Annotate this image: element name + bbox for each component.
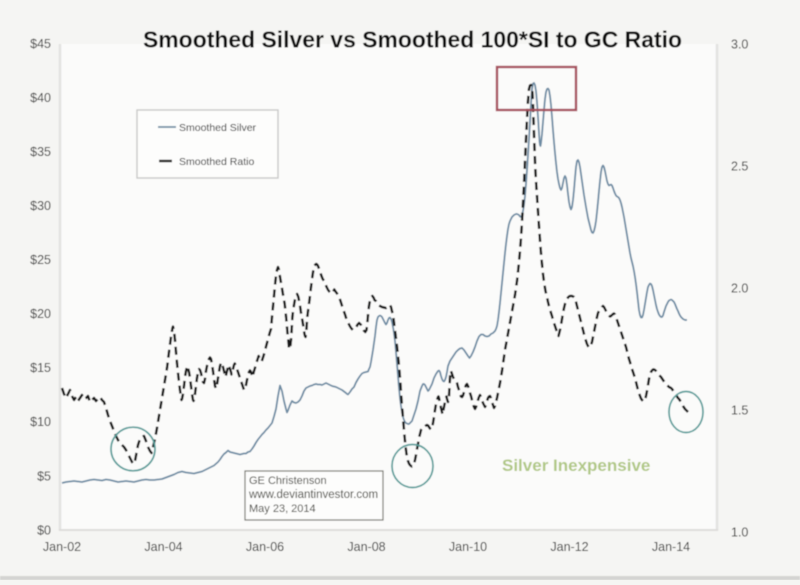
svg-text:2.5: 2.5	[731, 159, 748, 173]
svg-text:$0: $0	[37, 523, 51, 537]
svg-text:May 23, 2014: May 23, 2014	[249, 503, 316, 515]
svg-text:2.0: 2.0	[731, 281, 748, 295]
svg-text:Jan-08: Jan-08	[347, 540, 385, 554]
svg-text:Jan-04: Jan-04	[144, 540, 182, 554]
svg-text:1.0: 1.0	[731, 525, 748, 539]
svg-text:Smoothed Silver: Smoothed Silver	[179, 122, 257, 134]
svg-text:www.deviantinvestor.com: www.deviantinvestor.com	[248, 489, 378, 501]
svg-text:3.0: 3.0	[731, 37, 748, 51]
svg-text:Smoothed Ratio: Smoothed Ratio	[179, 156, 254, 168]
svg-text:$40: $40	[30, 91, 51, 105]
svg-text:$20: $20	[30, 307, 51, 321]
svg-text:Silver Inexpensive: Silver Inexpensive	[502, 456, 650, 475]
svg-text:Smoothed Silver vs Smoothed 10: Smoothed Silver vs Smoothed 100*SI to GC…	[143, 27, 682, 53]
svg-text:GE Christenson: GE Christenson	[249, 475, 327, 487]
svg-text:$45: $45	[30, 37, 51, 51]
svg-text:$10: $10	[30, 415, 51, 429]
svg-text:Jan-12: Jan-12	[550, 540, 588, 554]
svg-text:$25: $25	[30, 253, 51, 267]
svg-text:$30: $30	[30, 199, 51, 213]
svg-text:$5: $5	[37, 469, 51, 483]
svg-text:1.5: 1.5	[731, 403, 748, 417]
svg-text:Jan-10: Jan-10	[449, 540, 487, 554]
svg-text:Jan-14: Jan-14	[652, 540, 690, 554]
svg-text:$35: $35	[30, 145, 51, 159]
svg-text:Jan-02: Jan-02	[43, 540, 81, 554]
svg-text:$15: $15	[30, 361, 51, 375]
svg-text:Jan-06: Jan-06	[246, 540, 284, 554]
